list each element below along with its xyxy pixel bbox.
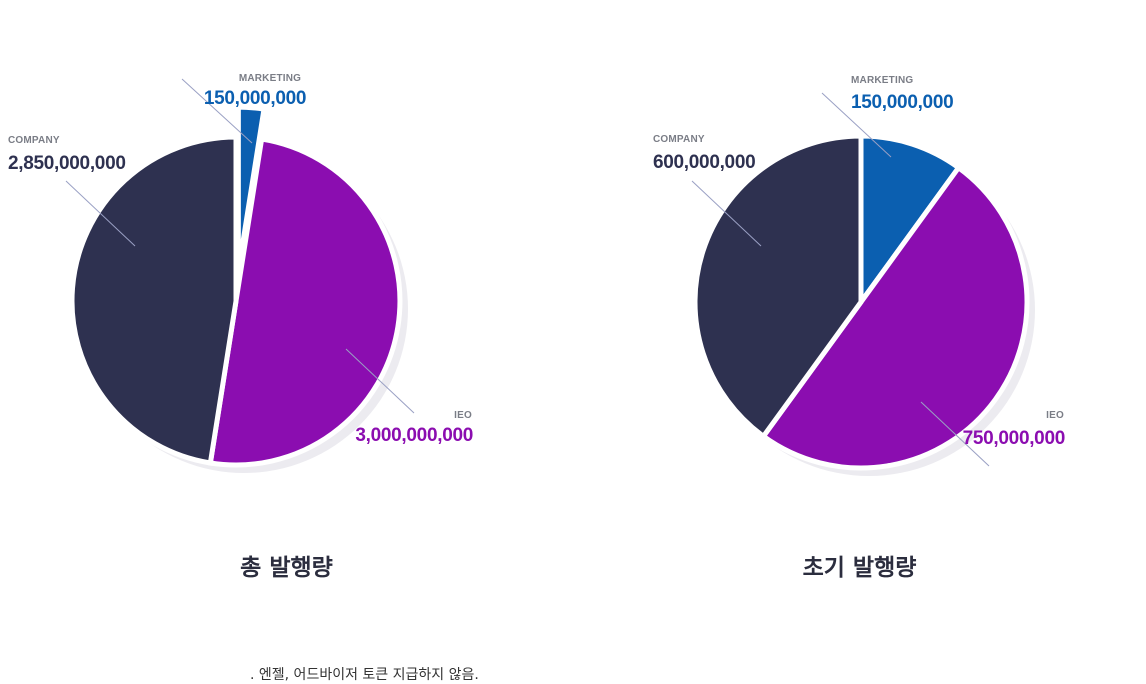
slice-value-marketing: 150,000,000 [851, 92, 953, 113]
pie-slice-marketing [858, 133, 963, 310]
leader-line-marketing [181, 78, 253, 144]
initial-supply-chart: MARKETING 150,000,000 IEO 750,000,000 COMPAN… [573, 0, 1146, 682]
slice-value-company: 600,000,000 [653, 152, 755, 173]
pie-chart-svg: MARKETING 150,000,000 IEO 3,000,000,000 COMP… [8, 73, 473, 473]
slice-value-ieo: 3,000,000,000 [355, 425, 473, 446]
leader-line-marketing [821, 92, 892, 158]
leader-line-ieo [920, 401, 990, 467]
pie-slice-ieo [207, 136, 403, 468]
slice-value-company: 2,850,000,000 [8, 153, 126, 174]
total-supply-chart: MARKETING 150,000,000 IEO 3,000,000,000 COMP… [0, 0, 573, 682]
leader-line-ieo [345, 348, 415, 414]
leader-line-company [691, 180, 762, 247]
slice-label-ieo: IEO [454, 410, 472, 421]
slice-value-marketing: 150,000,000 [204, 88, 306, 109]
slice-label-marketing: MARKETING [239, 73, 301, 84]
slice-label-ieo: IEO [1046, 410, 1064, 421]
slice-label-company: COMPANY [653, 134, 705, 145]
leader-line-company [65, 180, 136, 247]
slice-label-marketing: MARKETING [851, 75, 913, 86]
slice-value-ieo: 750,000,000 [963, 428, 1065, 449]
chart-title: 총 발행량 [240, 555, 333, 581]
pie-slice-ieo [759, 164, 1030, 471]
chart-title: 초기 발행량 [802, 555, 917, 581]
pie-slice-company [69, 134, 239, 466]
pie-chart-svg: MARKETING 150,000,000 IEO 750,000,000 COMPAN… [653, 75, 1065, 476]
slice-label-company: COMPANY [8, 135, 60, 146]
footnote: . 엔젤, 어드바이저 토큰 지급하지 않음. [250, 667, 479, 683]
pie-slice-company [692, 133, 864, 440]
